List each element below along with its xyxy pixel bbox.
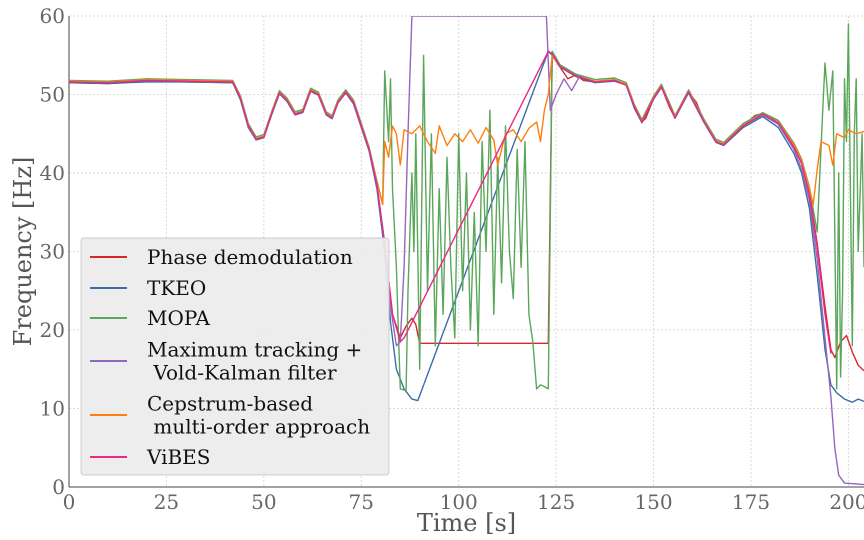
x-tick-label: 175 bbox=[732, 490, 770, 514]
x-tick-label: 75 bbox=[349, 490, 374, 514]
series-line-5 bbox=[69, 50, 832, 354]
legend-label-4: Cepstrum-based multi-order approach bbox=[147, 392, 370, 439]
series-group bbox=[69, 16, 864, 486]
y-tick-label: 20 bbox=[40, 318, 65, 342]
legend-box bbox=[80, 237, 390, 476]
y-tick-label: 0 bbox=[52, 475, 65, 499]
legend-label-0: Phase demodulation bbox=[147, 245, 353, 269]
x-tick-label: 200 bbox=[829, 490, 864, 514]
x-tick-label: 25 bbox=[154, 490, 179, 514]
legend: Phase demodulation TKEO MOPA Maximum tracki… bbox=[80, 237, 390, 476]
y-tick-label: 30 bbox=[40, 240, 65, 264]
y-tick-label: 10 bbox=[40, 397, 65, 421]
y-tick-label: 50 bbox=[40, 83, 65, 107]
x-tick-label: 100 bbox=[440, 490, 478, 514]
legend-label-3: Maximum tracking + Vold-Kalman filter bbox=[147, 338, 362, 385]
legend-label-1: TKEO bbox=[147, 276, 206, 300]
legend-label-5: ViBES bbox=[146, 445, 211, 469]
y-tick-label: 60 bbox=[40, 4, 65, 28]
y-tick-label: 40 bbox=[40, 161, 65, 185]
y-axis-title: Frequency [Hz] bbox=[9, 157, 37, 347]
x-tick-label: 50 bbox=[251, 490, 276, 514]
x-tick-label: 125 bbox=[537, 490, 575, 514]
x-tick-label: 150 bbox=[634, 490, 672, 514]
x-tick-label: 0 bbox=[63, 490, 76, 514]
legend-label-2: MOPA bbox=[147, 306, 210, 330]
x-axis-title: Time [s] bbox=[417, 509, 516, 537]
